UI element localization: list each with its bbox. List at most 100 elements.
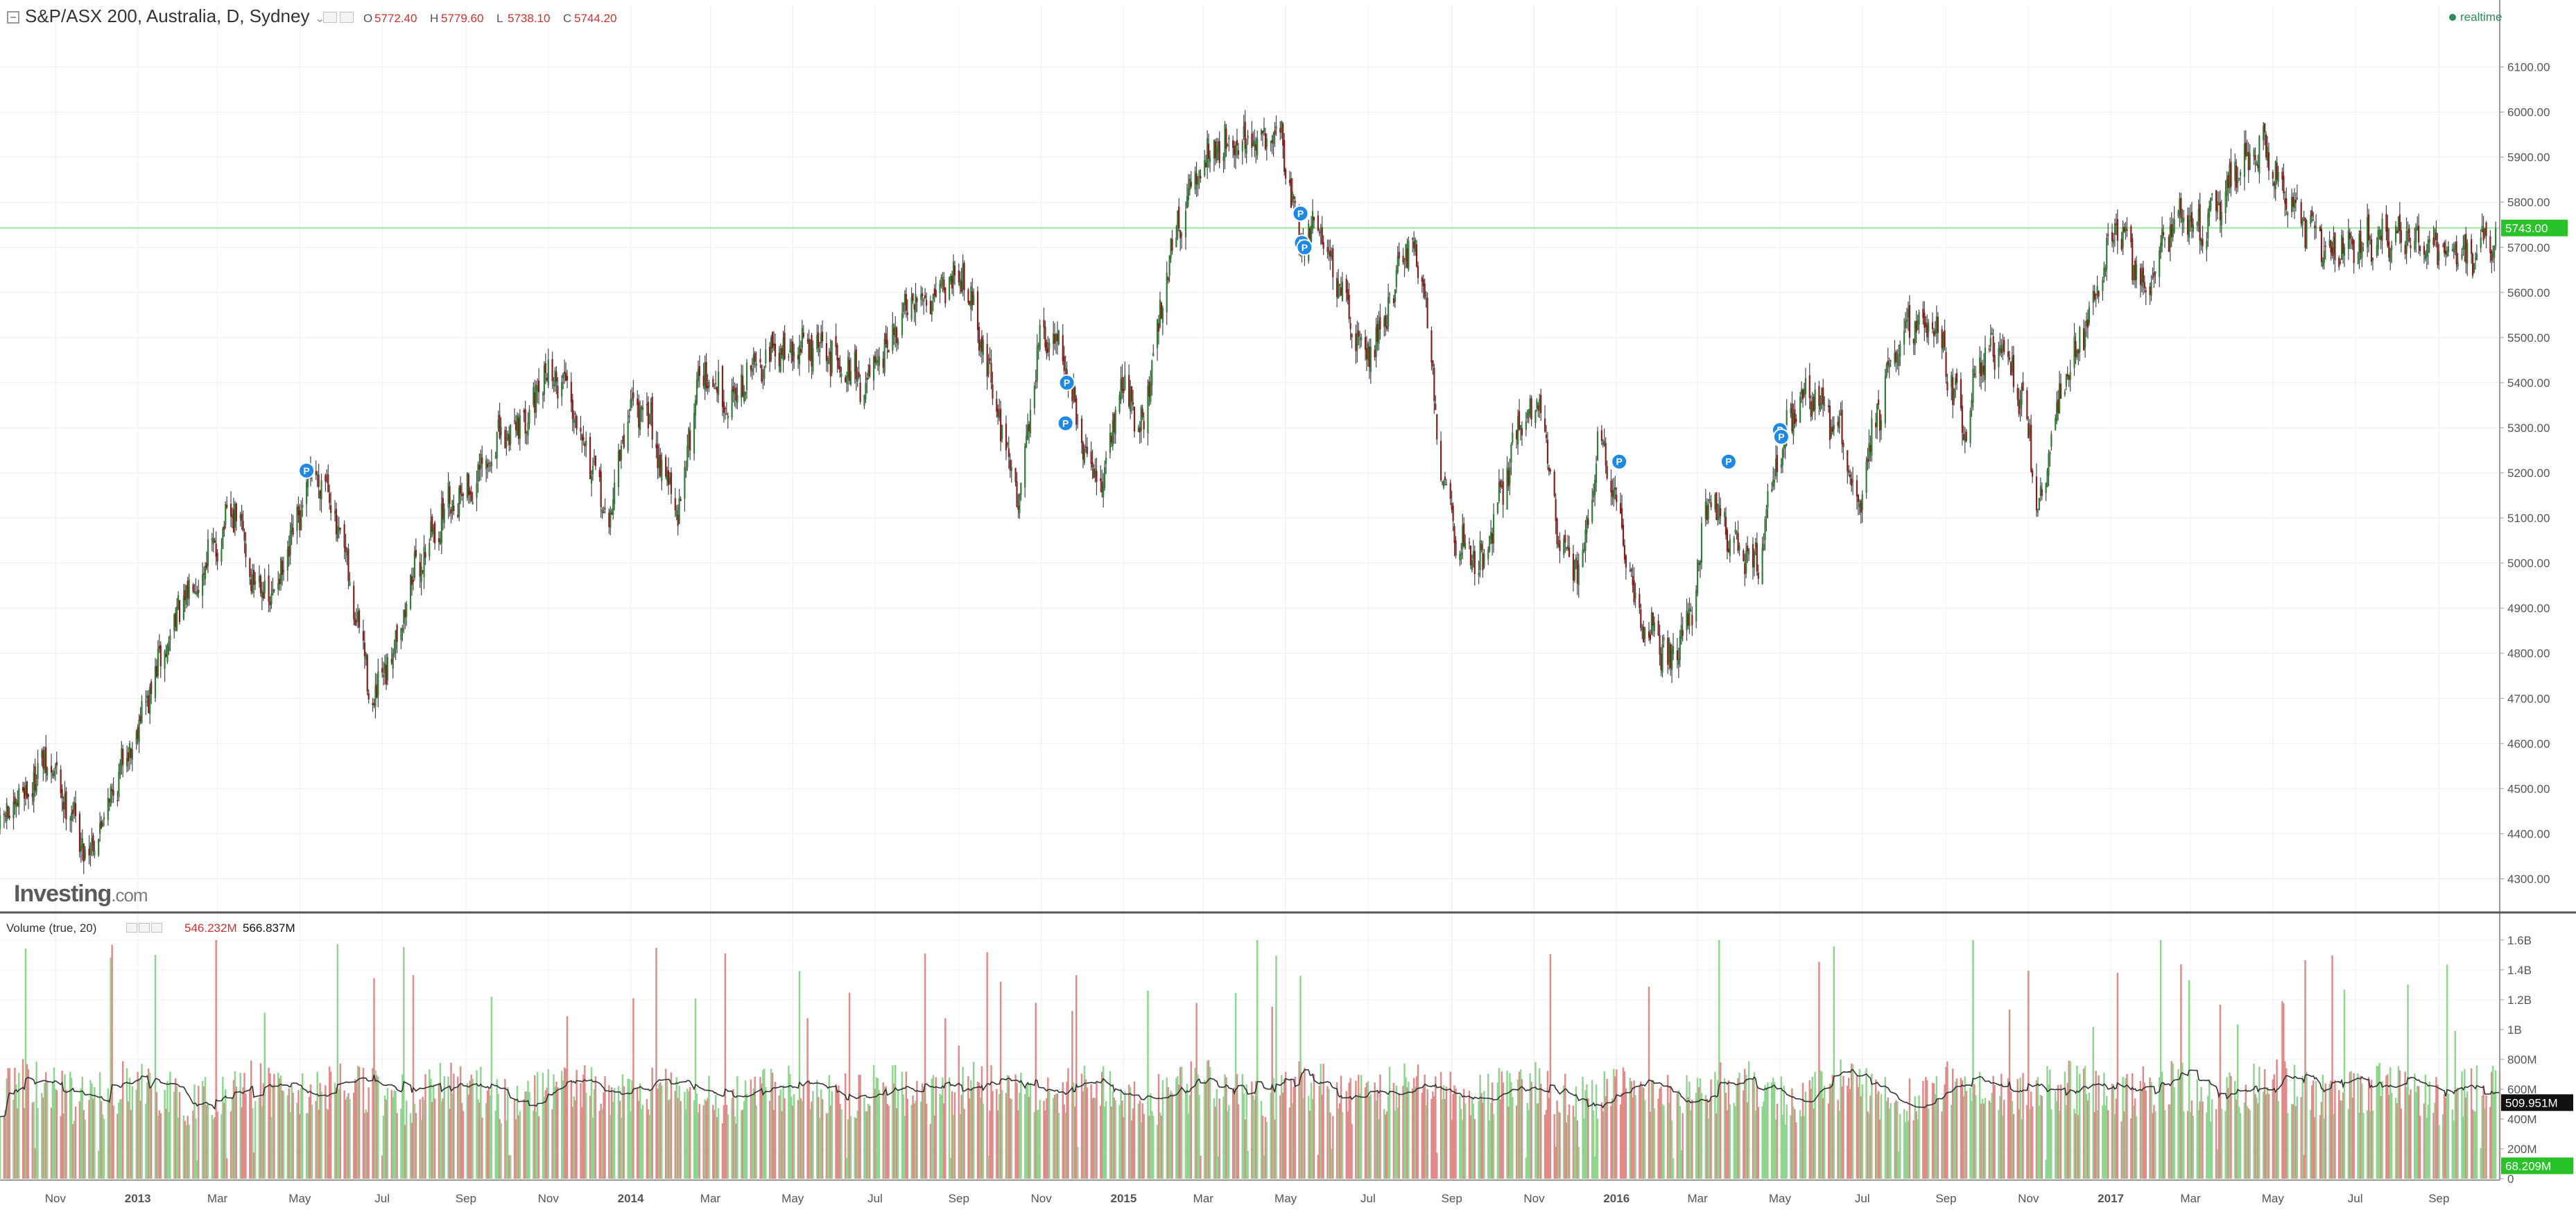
- volume-bar: [2333, 1114, 2335, 1179]
- candle-body: [564, 372, 566, 374]
- candle-body: [35, 784, 37, 793]
- volume-bar: [148, 1068, 150, 1179]
- candle-body: [1792, 412, 1795, 436]
- volume-bar: [895, 1108, 898, 1179]
- volume-bar: [901, 1071, 904, 1179]
- candle-body: [1641, 627, 1643, 631]
- candle-body: [2073, 336, 2075, 368]
- volume-bar: [182, 1116, 185, 1179]
- candle-body: [372, 702, 374, 705]
- volume-bar: [970, 1080, 972, 1179]
- volume-bar: [1459, 1096, 1461, 1179]
- candle-body: [1944, 330, 1946, 347]
- volume-bar: [2126, 1074, 2128, 1179]
- candle-body: [513, 420, 516, 422]
- event-marker[interactable]: [1772, 428, 1790, 445]
- title-menu-caret-icon[interactable]: ⌄: [314, 11, 325, 25]
- volume-bar: [1729, 1104, 1731, 1179]
- candle-body: [178, 600, 181, 623]
- volume-tick-label: 400M: [2507, 1113, 2537, 1126]
- volume-bar: [1840, 1059, 1842, 1179]
- event-marker[interactable]: [1058, 374, 1075, 391]
- volume-close-icon[interactable]: [151, 923, 162, 933]
- price-candles[interactable]: [0, 110, 2501, 874]
- volume-settings-icon[interactable]: [139, 923, 150, 933]
- candle-body: [259, 575, 261, 594]
- candle-body: [1961, 406, 1963, 433]
- candle-body: [1648, 631, 1650, 638]
- candle-body: [933, 288, 935, 296]
- candle-body: [406, 603, 408, 617]
- volume-bar: [2154, 1111, 2156, 1179]
- candle-body: [2022, 381, 2024, 391]
- candle-body: [18, 788, 20, 808]
- volume-bar: [1195, 1003, 1198, 1179]
- candle-body: [111, 788, 113, 792]
- volume-bar: [2283, 1003, 2285, 1179]
- volume-bar: [1349, 1077, 1351, 1179]
- volume-bar: [449, 1109, 451, 1179]
- candle-body: [1430, 330, 1433, 363]
- candle-body: [1094, 468, 1096, 477]
- event-marker[interactable]: [1292, 205, 1309, 222]
- volume-bar: [2492, 1066, 2494, 1179]
- volume-bar: [1566, 1114, 1569, 1179]
- candle-body: [705, 361, 707, 388]
- volume-bar: [1752, 1078, 1754, 1179]
- event-marker[interactable]: [1611, 453, 1628, 470]
- candle-body: [695, 379, 698, 404]
- volume-bar: [2457, 1087, 2459, 1179]
- volume-bar: [1440, 1072, 1442, 1179]
- volume-title: Volume (true, 20): [6, 921, 97, 935]
- volume-bars[interactable]: [0, 940, 2501, 1179]
- volume-bar: [347, 1093, 349, 1179]
- candle-body: [1894, 352, 1896, 364]
- volume-bar: [302, 1073, 304, 1179]
- volume-bar: [2215, 1109, 2218, 1179]
- candle-body: [2000, 348, 2003, 354]
- candle-body: [648, 414, 650, 424]
- volume-bar: [138, 1079, 140, 1179]
- candle-body: [286, 548, 288, 571]
- volume-bar: [1811, 1076, 1813, 1179]
- candle-body: [1228, 137, 1230, 140]
- volume-bar: [734, 1116, 736, 1179]
- volume-bar: [1715, 1113, 1718, 1179]
- volume-bar: [232, 1080, 235, 1179]
- candle-body: [1175, 237, 1177, 248]
- candle-body: [1472, 551, 1474, 559]
- candle-body: [1271, 139, 1273, 144]
- volume-bar: [250, 1060, 252, 1179]
- event-marker[interactable]: [1296, 239, 1313, 256]
- volume-bar: [1222, 1096, 1225, 1179]
- collapse-icon[interactable]: [7, 11, 19, 24]
- volume-bar: [1102, 1066, 1105, 1179]
- candle-body: [867, 370, 870, 376]
- volume-bar: [318, 1109, 320, 1179]
- volume-bar: [299, 1114, 301, 1179]
- event-marker[interactable]: [298, 462, 315, 479]
- volume-bar: [1516, 1079, 1519, 1179]
- candle-body: [1736, 532, 1738, 534]
- candle-body: [2218, 204, 2220, 205]
- candle-body: [362, 631, 364, 641]
- event-markers[interactable]: PPPPPPPPPP: [298, 205, 1790, 479]
- volume-bar: [1341, 1111, 1344, 1179]
- event-marker[interactable]: [1057, 415, 1074, 432]
- volume-bar: [1488, 1120, 1491, 1179]
- volume-bar: [2266, 1087, 2269, 1179]
- volume-bar: [1557, 1111, 1559, 1179]
- y-tick-label: 4400.00: [2507, 827, 2550, 840]
- volume-bar: [1194, 1067, 1196, 1179]
- candle-body: [1764, 519, 1766, 540]
- candle-body: [2343, 246, 2346, 256]
- candle-body: [339, 528, 341, 530]
- settings-icon[interactable]: [323, 12, 337, 23]
- volume-visibility-icon[interactable]: [126, 923, 137, 933]
- event-marker[interactable]: [1720, 453, 1737, 470]
- candle-body: [641, 407, 644, 410]
- close-icon[interactable]: [340, 12, 354, 23]
- candle-body: [390, 659, 392, 664]
- volume-bar: [1368, 1096, 1371, 1179]
